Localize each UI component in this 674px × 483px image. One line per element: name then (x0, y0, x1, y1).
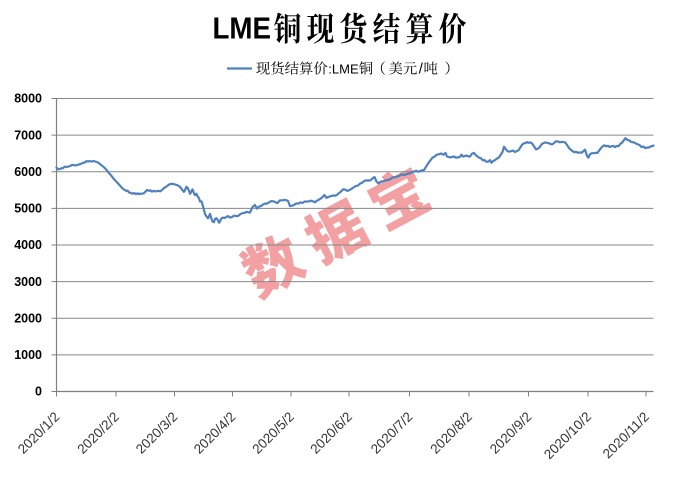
svg-text:5000: 5000 (14, 202, 42, 216)
svg-text:2000: 2000 (14, 311, 42, 325)
svg-text:/: / (419, 61, 424, 78)
svg-text:0: 0 (35, 385, 42, 399)
svg-text:4000: 4000 (14, 238, 42, 252)
svg-text:LME: LME (213, 11, 272, 46)
svg-text:1000: 1000 (14, 348, 42, 362)
svg-text::LME: :LME (328, 62, 359, 77)
svg-text:6000: 6000 (14, 165, 42, 179)
svg-text:7000: 7000 (14, 128, 42, 142)
svg-text:8000: 8000 (14, 92, 42, 106)
svg-text:3000: 3000 (14, 275, 42, 289)
